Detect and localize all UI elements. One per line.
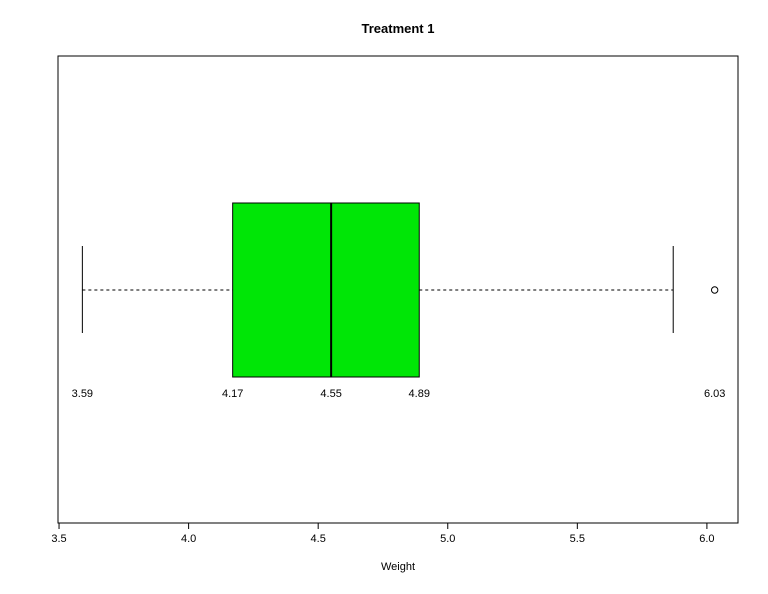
- outlier-point: [710, 286, 719, 294]
- stat-value-label: 6.03: [704, 388, 725, 400]
- stat-value-label: 4.89: [409, 388, 430, 400]
- stat-value-label: 4.17: [222, 388, 243, 400]
- iqr-box: [232, 202, 420, 378]
- x-axis-label: Weight: [380, 561, 416, 573]
- x-axis-tick-label: 4.5: [311, 533, 326, 545]
- x-axis-tick-label: 5.5: [570, 533, 585, 545]
- stat-value-label: 4.55: [320, 388, 341, 400]
- chart-title: Treatment 1: [361, 21, 435, 36]
- x-axis-tick-label: 4.0: [181, 533, 196, 545]
- x-axis-tick-label: 5.0: [440, 533, 455, 545]
- stat-value-label: 3.59: [72, 388, 93, 400]
- plot-border: [57, 55, 739, 524]
- x-axis-tick-label: 6.0: [699, 533, 714, 545]
- x-axis-tick-label: 3.5: [51, 533, 66, 545]
